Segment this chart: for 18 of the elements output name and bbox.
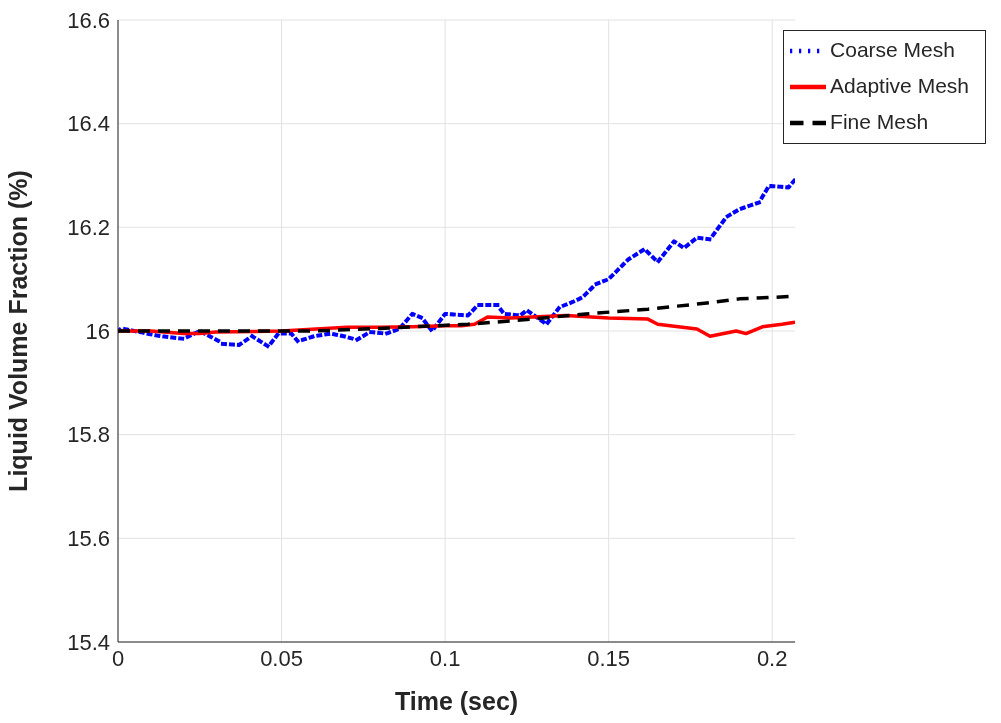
y-tick-label: 15.4 <box>67 629 110 655</box>
legend-label: Adaptive Mesh <box>830 73 969 97</box>
y-tick-label: 16.4 <box>67 111 110 137</box>
y-tick-label: 16.6 <box>67 7 110 33</box>
legend-label: Coarse Mesh <box>830 37 955 61</box>
y-tick-label: 15.6 <box>67 526 110 552</box>
y-tick-label: 16 <box>85 318 110 344</box>
y-axis-title: Liquid Volume Fraction (%) <box>3 170 32 492</box>
x-tick-label: 0.15 <box>587 645 631 671</box>
x-tick-label: 0.2 <box>756 645 788 671</box>
x-tick-label: 0 <box>111 645 125 671</box>
y-tick-label: 15.8 <box>67 422 110 448</box>
legend-label: Fine Mesh <box>830 109 929 133</box>
x-tick-label: 0.05 <box>260 645 303 671</box>
line-series <box>118 177 796 349</box>
x-axis-title: Time (sec) <box>394 687 519 715</box>
x-tick-label: 0.1 <box>429 645 461 671</box>
y-tick-label: 16.2 <box>67 215 110 241</box>
